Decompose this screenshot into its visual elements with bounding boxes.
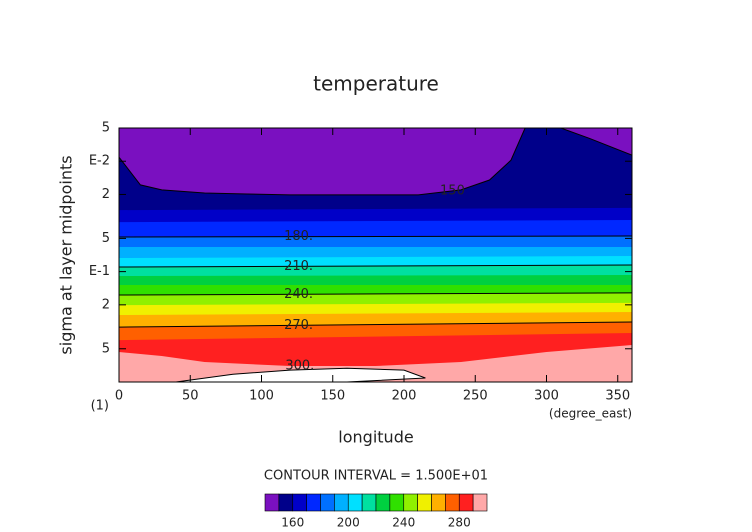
colorbar-box <box>458 493 474 512</box>
colorbar-tick-label: 240 <box>392 516 415 530</box>
contour-label: 150 <box>440 183 465 198</box>
colorbar-box <box>375 493 391 512</box>
colorbar-box <box>347 493 363 512</box>
chart-title: temperature <box>313 72 439 96</box>
contour-line <box>119 128 632 196</box>
contour-line <box>119 292 632 296</box>
y-tick-label: 2 <box>102 187 110 202</box>
x-tick-label: 200 <box>392 389 417 404</box>
x-axis-label: longitude <box>338 428 413 447</box>
contour-line <box>119 321 632 328</box>
contour-label: 270. <box>284 318 313 333</box>
colorbar-box <box>320 493 335 512</box>
contour-label: 300. <box>285 359 314 374</box>
y-tick-label: 5 <box>102 231 110 246</box>
colorbar-box <box>264 493 280 512</box>
x-tick-label: 100 <box>249 389 274 404</box>
y-tick-label: E-1 <box>89 264 110 279</box>
y-axis-label: sigma at layer midpoints <box>57 155 76 354</box>
colorbar-box <box>445 493 460 512</box>
colorbar-tick-label: 280 <box>448 516 471 530</box>
y-tick-label: E-2 <box>89 154 110 169</box>
contour-interval: CONTOUR INTERVAL = 1.500E+01 <box>264 469 488 484</box>
contour-label: 210. <box>284 259 313 274</box>
contour-line <box>119 264 632 268</box>
plot-frame <box>118 127 633 383</box>
x-tick-label: 150 <box>320 389 345 404</box>
colorbar-box <box>472 493 488 512</box>
x-tick-label: 0 <box>115 389 123 404</box>
contour-line <box>119 235 632 238</box>
colorbar-tick-label: 200 <box>337 516 360 530</box>
plot-area: 150 180. 210. 240. 270. 300. <box>119 128 632 382</box>
colorbar-tick-label: 160 <box>281 516 304 530</box>
colorbar-box <box>292 493 307 512</box>
colorbar-box <box>417 493 432 512</box>
colorbar-box <box>306 493 321 512</box>
contour-label: 180. <box>284 229 313 244</box>
colorbar-box <box>278 493 294 512</box>
x-tick-label: 350 <box>605 389 630 404</box>
y-tick-label: (1) <box>91 399 109 414</box>
x-tick-label: 250 <box>463 389 488 404</box>
y-tick-label: 5 <box>102 121 110 136</box>
colorbar-box <box>334 493 349 512</box>
x-tick-label: 50 <box>182 389 199 404</box>
x-axis-unit: (degree_east) <box>549 407 632 421</box>
x-tick-label: 300 <box>534 389 559 404</box>
contour-line <box>175 367 426 382</box>
y-tick-label: 5 <box>102 341 110 356</box>
colorbar-box <box>431 493 446 512</box>
y-tick-label: 2 <box>102 297 110 312</box>
colorbar-box <box>403 493 418 512</box>
contour-label: 240. <box>284 287 313 302</box>
contour-fill <box>176 368 426 382</box>
colorbar-box <box>361 493 377 512</box>
colorbar-box <box>389 493 405 512</box>
axes: 0 50 100 150 200 250 300 350 5 E-2 2 5 E-1 2 5 (1) <box>89 121 633 414</box>
